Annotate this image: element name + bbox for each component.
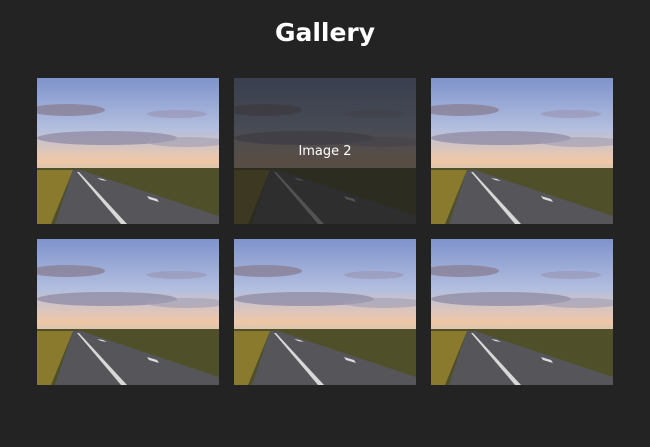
image xyxy=(431,78,613,224)
gallery-image[interactable] xyxy=(37,78,219,224)
image xyxy=(37,239,219,385)
gallery-image[interactable]: Image 2 xyxy=(234,78,416,224)
page-title: Gallery xyxy=(274,18,376,47)
image-caption: Image 2 xyxy=(298,143,352,159)
gallery-image[interactable] xyxy=(431,78,613,224)
image-overlay: Image 2 xyxy=(234,78,416,224)
image xyxy=(37,78,219,224)
image xyxy=(234,239,416,385)
gallery-image[interactable] xyxy=(234,239,416,385)
gallery-image[interactable] xyxy=(431,239,613,385)
gallery-image[interactable] xyxy=(37,239,219,385)
gallery-grid: Image 2 xyxy=(37,78,613,385)
image xyxy=(431,239,613,385)
